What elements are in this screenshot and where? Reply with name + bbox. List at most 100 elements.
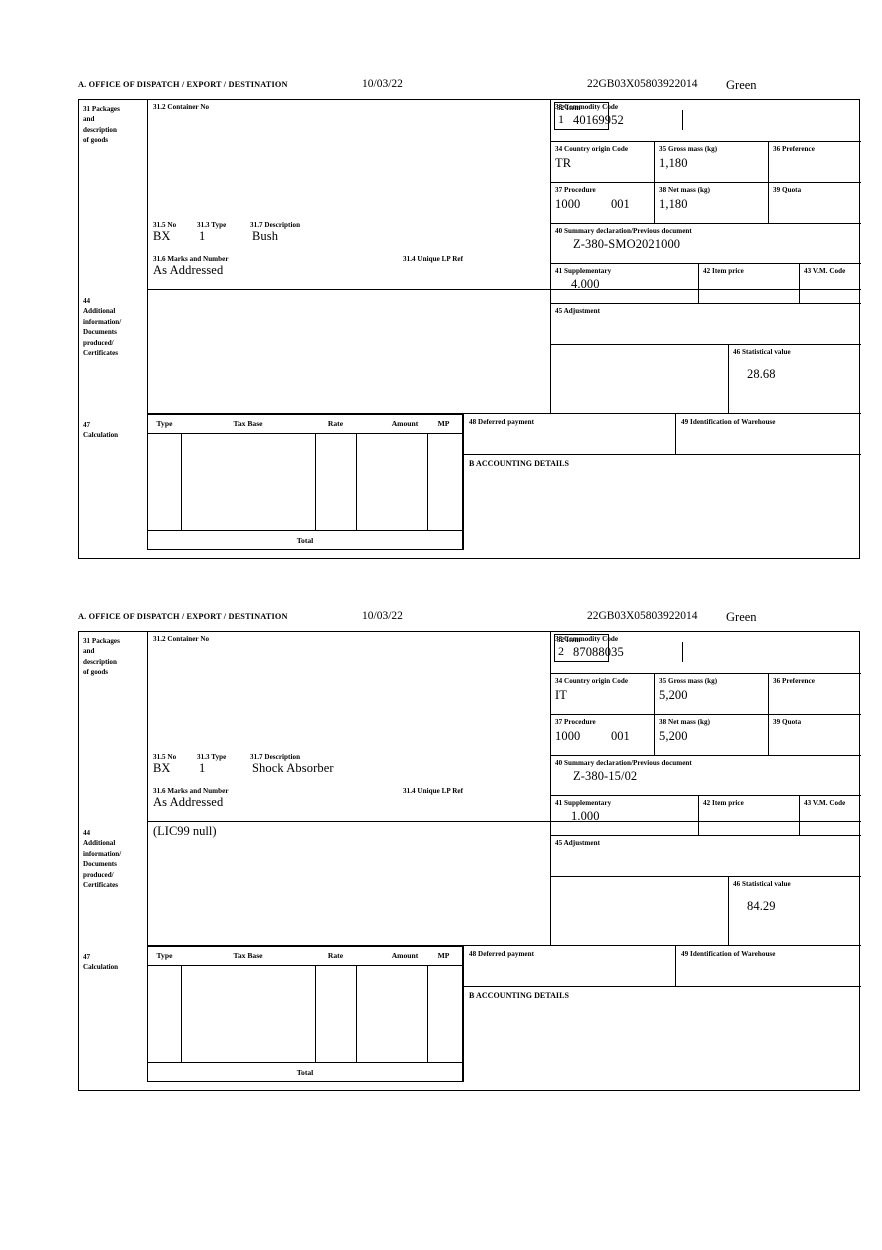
box-44-additional-information[interactable]: (LIC99 null) [147,822,550,946]
column-header-rate: Rate [327,419,344,428]
box-33-label: 33 Commodity Code [555,103,619,111]
box-34-country-origin-code[interactable]: 34 Country origin Code TR [550,142,654,183]
box-32-value: 2 [558,644,565,658]
box-38-label: 38 Net mass (kg) [659,186,711,194]
box-48-deferred-payment[interactable]: 48 Deferred payment [463,414,675,455]
description-value: Bush [252,229,279,243]
column-header-type: Type [156,419,173,428]
column-header-mp: MP [437,951,450,960]
box-32-label: 32 Item [557,104,581,112]
box-37-procedure[interactable]: 37 Procedure 1000 001 [550,183,654,224]
box-42-label: 42 Item price [703,799,744,807]
box-47-calculation-table[interactable]: Type Tax Base Rate Amount MP Total [147,414,463,550]
box-36-label: 36 Preference [773,677,815,685]
declaration-date: 10/03/22 [362,78,403,90]
box-34-value: IT [555,688,567,702]
box-33-commodity-code[interactable]: 33 Commodity Code 87088035 [550,632,861,674]
box-38-value: 1,180 [659,197,688,211]
column-header-amount: Amount [391,419,419,428]
box-b-accounting-details[interactable]: B ACCOUNTING DETAILS [463,455,861,550]
box-43-vm-code[interactable]: 43 V.M. Code [799,264,861,304]
box-37-label: 37 Procedure [555,186,596,194]
form-body: 31 Packages and description of goods 31.… [78,631,861,1091]
form-header: A. OFFICE OF DISPATCH / EXPORT / DESTINA… [78,610,862,631]
packages-type-label: 31.3 Type [197,753,227,761]
box-36-preference[interactable]: 36 Preference [768,142,861,183]
box-35-gross-mass[interactable]: 35 Gross mass (kg) 5,200 [654,674,768,715]
box-32-item[interactable]: 32 Item 1 [554,102,609,130]
column-header-amount: Amount [391,951,419,960]
box-46-label: 46 Statistical value [733,348,791,356]
box-34-country-origin-code[interactable]: 34 Country origin Code IT [550,674,654,715]
box-41-supplementary[interactable]: 41 Supplementary 4.000 [550,264,698,304]
box-31-stub-label: 31 Packages and description of goods [83,105,120,145]
box-b-label: B ACCOUNTING DETAILS [469,459,569,468]
box-45-adjustment[interactable]: 45 Adjustment [550,836,861,877]
calc-divider-4 [427,434,428,530]
calculation-body-rows[interactable] [148,434,462,531]
unique-lp-ref-label: 31.4 Unique LP Ref [403,787,464,795]
box-49-identification-of-warehouse[interactable]: 49 Identification of Warehouse [675,946,861,987]
box-48-label: 48 Deferred payment [469,418,535,426]
box-38-label: 38 Net mass (kg) [659,718,711,726]
packages-type-label: 31.3 Type [197,221,227,229]
box-44-stub-label: 44 Additional information/ Documents pro… [83,829,122,890]
box-45-label: 45 Adjustment [555,307,600,315]
box-41-value: 1.000 [571,809,600,823]
description-label: 31.7 Description [250,753,301,761]
customs-form-item-2: A. OFFICE OF DISPATCH / EXPORT / DESTINA… [78,610,862,1091]
box-41-label: 41 Supplementary [555,799,612,807]
box-32-item[interactable]: 32 Item 2 [554,634,609,662]
box-39-quota[interactable]: 39 Quota [768,715,861,756]
box-45-adjustment[interactable]: 45 Adjustment [550,304,861,345]
packages-type-value: 1 [199,761,206,775]
box-41-supplementary[interactable]: 41 Supplementary 1.000 [550,796,698,836]
box-38-net-mass[interactable]: 38 Net mass (kg) 1,180 [654,183,768,224]
box-40-summary-declaration[interactable]: 40 Summary declaration/Previous document… [550,224,861,264]
mrn-number: 22GB03X05803922014 [587,610,698,622]
box-45-continuation [550,345,728,414]
calculation-header-row: Type Tax Base Rate Amount MP [148,415,462,434]
box-42-item-price[interactable]: 42 Item price [698,796,799,836]
packages-type-value: 1 [199,229,206,243]
packages-no-label: 31.5 No [153,221,177,229]
box-31-packages-description[interactable]: 31.2 Container No 32 Item 2 31.5 No BX 3… [147,632,861,822]
box-46-statistical-value[interactable]: 46 Statistical value 28.68 [728,345,861,414]
box-46-statistical-value[interactable]: 46 Statistical value 84.29 [728,877,861,946]
box-40-label: 40 Summary declaration/Previous document [555,759,692,767]
column-header-mp: MP [437,419,450,428]
box-39-quota[interactable]: 39 Quota [768,183,861,224]
box-40-value: Z-380-SMO2021000 [573,237,681,251]
box-46-label: 46 Statistical value [733,880,791,888]
box-36-label: 36 Preference [773,145,815,153]
box-43-vm-code[interactable]: 43 V.M. Code [799,796,861,836]
box-37-value-additional: 001 [611,729,630,743]
box-49-identification-of-warehouse[interactable]: 49 Identification of Warehouse [675,414,861,455]
box-36-preference[interactable]: 36 Preference [768,674,861,715]
box-44-additional-information[interactable] [147,290,550,414]
calc-divider-4 [427,966,428,1062]
box-37-value: 1000 [555,729,581,743]
box-38-net-mass[interactable]: 38 Net mass (kg) 5,200 [654,715,768,756]
box-48-deferred-payment[interactable]: 48 Deferred payment [463,946,675,987]
box-35-gross-mass[interactable]: 35 Gross mass (kg) 1,180 [654,142,768,183]
box-33-commodity-code[interactable]: 33 Commodity Code 40169952 [550,100,861,142]
box-49-label: 49 Identification of Warehouse [681,950,776,958]
box-34-value: TR [555,156,572,170]
box-37-procedure[interactable]: 37 Procedure 1000 001 [550,715,654,756]
calc-divider-3 [356,434,357,530]
box-33-divider [682,642,683,662]
box-42-item-price[interactable]: 42 Item price [698,264,799,304]
box-35-value: 5,200 [659,688,688,702]
box-40-summary-declaration[interactable]: 40 Summary declaration/Previous document… [550,756,861,796]
calc-divider-2 [315,966,316,1062]
route-status: Green [726,78,757,92]
box-45-continuation [550,877,728,946]
box-44-stub-label: 44 Additional information/ Documents pro… [83,297,122,358]
box-b-accounting-details[interactable]: B ACCOUNTING DETAILS [463,987,861,1082]
box-47-calculation-table[interactable]: Type Tax Base Rate Amount MP Total [147,946,463,1082]
box-31-packages-description[interactable]: 31.2 Container No 32 Item 1 31.5 No BX 3… [147,100,861,290]
box-33-label: 33 Commodity Code [555,635,619,643]
calculation-body-rows[interactable] [148,966,462,1063]
calc-divider-3 [356,966,357,1062]
